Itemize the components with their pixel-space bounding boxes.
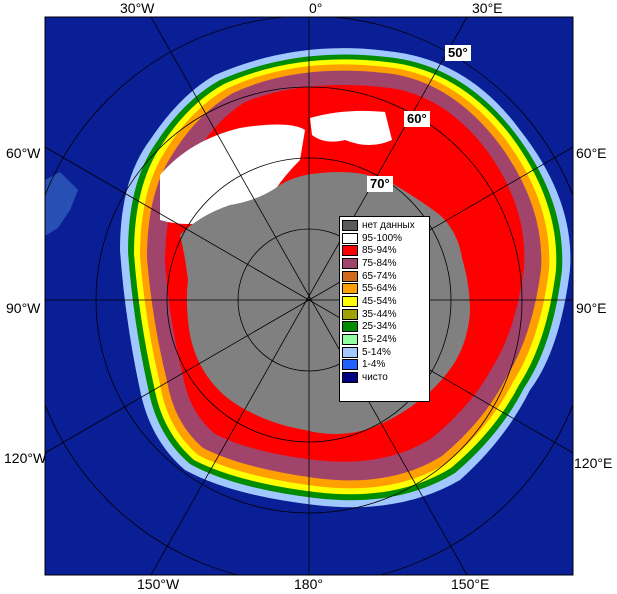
legend-label: нет данных [362,219,415,231]
legend-row: 5-14% [342,346,427,359]
legend-swatch [342,257,358,269]
legend-row: 1-4% [342,359,427,372]
concentration-legend: нет данных 95-100% 85-94% 75-84% 65-74% … [339,216,430,402]
legend-row: 25-34% [342,321,427,334]
legend-label: 95-100% [362,232,403,244]
meridian-60e-120w [45,146,573,454]
lon-label-150e-bottom: 150°E [451,576,490,592]
legend-swatch [342,283,358,295]
legend-swatch [342,334,358,346]
legend-swatch [342,295,358,307]
lon-label-90w-left: 90°W [6,300,41,316]
legend-swatch [342,219,358,231]
legend-label: 75-84% [362,257,397,269]
legend-label: 5-14% [362,346,391,358]
legend-swatch [342,245,358,257]
legend-label: 55-64% [362,283,397,295]
lat-label-60: 60° [404,111,430,127]
legend-row: 85-94% [342,244,427,257]
lon-label-90e-right: 90°E [576,300,607,316]
legend-label: 45-54% [362,295,397,307]
legend-swatch [342,270,358,282]
ice-95-100-weddell [160,124,305,224]
meridian-30e-150w [150,17,468,575]
graticule [45,17,573,575]
legend-row: 55-64% [342,282,427,295]
map-frame [44,16,574,576]
legend-swatch [342,321,358,333]
legend-label: чисто [362,372,388,384]
legend-row: 75-84% [342,257,427,270]
lon-label-120w-left: 120°W [4,450,47,466]
legend-label: 35-44% [362,308,397,320]
lon-label-30e-top: 30°E [472,0,503,16]
legend-label: 65-74% [362,270,397,282]
legend-swatch [342,359,358,371]
legend-row: 15-24% [342,333,427,346]
legend-swatch [342,232,358,244]
lat-label-50: 50° [445,45,471,61]
lon-label-60w-left: 60°W [6,145,41,161]
ice-95-100-patch [310,110,392,145]
legend-swatch [342,346,358,358]
lon-label-120e-right: 120°E [574,455,613,471]
legend-label: 85-94% [362,245,397,257]
legend-label: 15-24% [362,334,397,346]
legend-row: 35-44% [342,308,427,321]
legend-label: 25-34% [362,321,397,333]
lon-label-30w-top: 30°W [120,0,155,16]
legend-swatch [342,308,358,320]
legend-row: нет данных [342,219,427,232]
legend-row: 95-100% [342,232,427,245]
legend-swatch [342,372,358,384]
legend-row: чисто [342,371,427,384]
lon-label-150w-bottom: 150°W [137,576,180,592]
lon-label-180-bottom: 180° [294,576,323,592]
legend-label: 1-4% [362,359,386,371]
legend-row: 45-54% [342,295,427,308]
lon-label-60e-right: 60°E [576,145,607,161]
legend-row: 65-74% [342,270,427,283]
lat-label-70: 70° [367,176,393,192]
south-america-land [45,172,78,236]
lon-label-0-top: 0° [309,0,323,16]
